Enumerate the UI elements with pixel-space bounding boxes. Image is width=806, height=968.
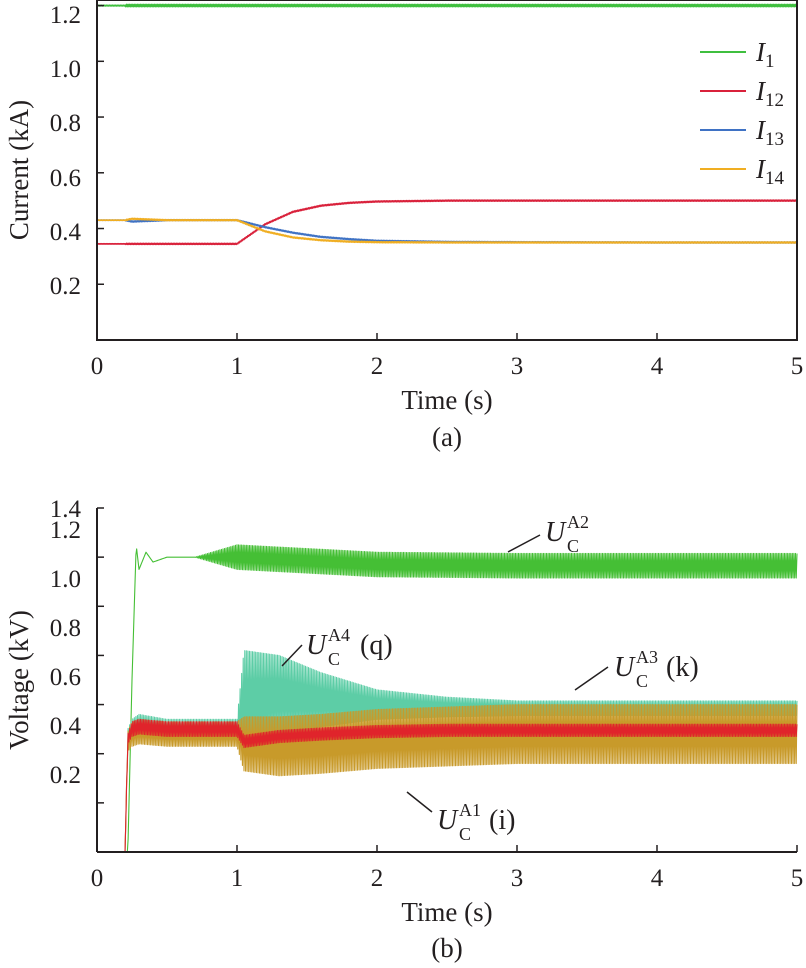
legend-label-i13-sub: 13 [765, 129, 784, 150]
panel-a-series-layer [96, 3, 798, 246]
panel-b-xtick-label: 3 [511, 865, 524, 892]
annotation-uc-a1-sup: A1 [459, 800, 481, 820]
legend-label-i1-sub: 1 [765, 51, 775, 72]
annotation-leader-uc-a4 [281, 644, 303, 667]
panel-a-xtick-label: 2 [371, 353, 384, 380]
annotation-uc-a4: UA4 C (q) [306, 625, 393, 669]
panel-b-ytick-label: 1.0 [50, 566, 81, 593]
annotation-uc-a3-sup: A3 [636, 647, 658, 667]
annotation-uc-a1: UA1 C (i) [437, 800, 515, 844]
panel-b: 0.2 0.4 0.6 0.8 1.0 1.2 1.4 0 1 2 3 4 5 … [4, 496, 803, 963]
legend-label-i12-main: I [755, 76, 767, 106]
panel-a-xtick-label: 3 [511, 353, 524, 380]
annotation-uc-a2-main: U [545, 517, 567, 548]
panel-a-ytick-label: 0.6 [50, 165, 81, 192]
panel-b-ticks [96, 507, 798, 852]
annotation-uc-a3-suffix: (k) [666, 652, 699, 683]
panel-b-y-axis-label: Voltage (kV) [4, 610, 34, 750]
panel-b-series-layer [97, 544, 798, 853]
panel-a-ytick-label: 0.2 [50, 273, 81, 300]
annotation-uc-a2-sub: C [567, 536, 579, 556]
legend-label-i12-sub: 12 [765, 90, 784, 111]
annotation-uc-a2-sup: A2 [567, 512, 589, 532]
panel-a-y-axis-label: Current (kA) [4, 100, 34, 240]
panel-a-caption: (a) [432, 422, 462, 452]
series-line-uc-a4-q [97, 650, 798, 853]
panel-a-xtick-label: 4 [651, 353, 664, 380]
panel-a: 0.2 0.4 0.6 0.8 1.0 1.2 0 1 2 3 4 5 Time… [4, 0, 803, 452]
panel-a-x-axis-label: Time (s) [401, 385, 492, 415]
annotation-uc-a3-main: U [614, 652, 636, 683]
panel-b-xtick-label: 4 [651, 865, 664, 892]
panel-b-xtick-label: 1 [231, 865, 244, 892]
panel-b-xtick-label: 5 [791, 865, 804, 892]
legend-label-i14-main: I [755, 154, 767, 184]
series-line-i12 [96, 199, 798, 246]
panel-a-xtick-label: 5 [791, 353, 804, 380]
legend-label-i1: I1 [755, 37, 775, 72]
panel-b-xtick-label: 0 [91, 865, 104, 892]
panel-b-xtick-label: 2 [371, 865, 384, 892]
annotation-uc-a1-main: U [437, 805, 459, 836]
legend-label-i14: I14 [755, 154, 785, 189]
annotation-uc-a4-sup: A4 [328, 625, 350, 645]
panel-b-ytick-label: 0.2 [50, 762, 81, 789]
panel-b-ytick-label: 0.6 [50, 664, 81, 691]
legend-label-i13-main: I [755, 115, 767, 145]
panel-b-caption: (b) [431, 933, 462, 963]
series-line-i13 [96, 218, 798, 244]
panel-a-ytick-label: 1.2 [50, 2, 81, 29]
annotation-uc-a3: UA3 C (k) [614, 647, 699, 691]
annotation-leader-uc-a2 [507, 534, 541, 553]
annotation-uc-a4-sub: C [328, 649, 340, 669]
legend-label-i14-sub: 14 [765, 168, 785, 189]
legend-label-i13: I13 [755, 115, 784, 150]
panel-a-ytick-label: 0.4 [50, 219, 82, 246]
series-line-i14 [96, 217, 798, 244]
legend-label-i12: I12 [755, 76, 784, 111]
panel-a-xtick-label: 1 [231, 353, 244, 380]
annotation-leader-uc-a1 [406, 791, 433, 813]
panel-b-ytick-label: 0.4 [50, 713, 82, 740]
annotation-uc-a1-sub: C [459, 824, 471, 844]
series-line-i1 [96, 3, 798, 8]
legend-label-i1-main: I [755, 37, 767, 67]
annotation-uc-a3-sub: C [636, 671, 648, 691]
panel-a-legend: I1 I12 I13 I14 [700, 37, 785, 189]
annotation-uc-a4-main: U [306, 630, 328, 661]
panel-b-ytick-label: 0.8 [50, 615, 81, 642]
annotation-uc-a2: UA2 C [545, 512, 589, 556]
series-line-uc-a1-i [97, 718, 798, 853]
panel-b-ytick-label: 1.2 [50, 517, 81, 544]
annotation-uc-a4-suffix: (q) [360, 630, 393, 661]
panel-b-ytick-label: 1.4 [50, 496, 82, 523]
annotation-leader-uc-a3 [574, 666, 609, 691]
panel-a-ytick-label: 0.8 [50, 110, 81, 137]
panel-a-ytick-label: 1.0 [50, 56, 81, 83]
annotation-uc-a1-suffix: (i) [489, 805, 515, 836]
panel-b-x-axis-label: Time (s) [401, 897, 492, 927]
panel-a-xtick-label: 0 [91, 353, 104, 380]
panel-a-frame [96, 0, 798, 341]
panel-a-ticks [96, 4, 798, 340]
series-line-uc-a2 [97, 544, 798, 853]
